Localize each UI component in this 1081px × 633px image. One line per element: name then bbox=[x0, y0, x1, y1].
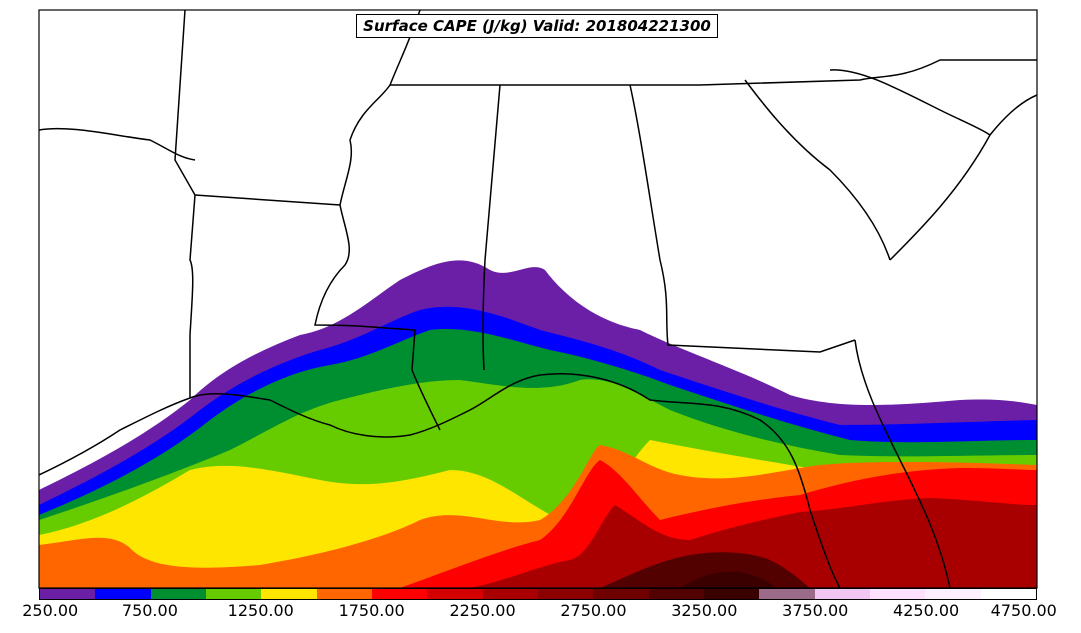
colorbar-segment bbox=[95, 589, 151, 599]
colorbar-segment bbox=[759, 589, 815, 599]
mississippi-river bbox=[314, 204, 441, 431]
colorbar-segment bbox=[703, 589, 760, 599]
nc-sc-border bbox=[829, 69, 991, 136]
colorbar-tick-label: 2750.00 bbox=[560, 601, 627, 620]
ar-la-border bbox=[194, 194, 341, 206]
colorbar-segment bbox=[482, 589, 538, 599]
cape-band-3250 bbox=[680, 571, 775, 588]
colorbar-segment bbox=[537, 589, 594, 599]
colorbar-segment bbox=[371, 589, 428, 599]
colorbar-segment bbox=[261, 589, 317, 599]
colorbar-segment bbox=[205, 589, 262, 599]
colorbar-segment bbox=[150, 589, 206, 599]
colorbar-segment bbox=[869, 589, 926, 599]
colorbar-segment bbox=[427, 589, 483, 599]
cape-fields bbox=[39, 260, 1037, 588]
colorbar-segment bbox=[814, 589, 870, 599]
colorbar-tick-label: 1750.00 bbox=[338, 601, 405, 620]
ms-al-border bbox=[482, 84, 501, 371]
state-boundaries bbox=[39, 10, 1037, 588]
colorbar-segment bbox=[316, 589, 372, 599]
al-ga-border bbox=[629, 84, 856, 353]
colorbar-tick-label: 250.00 bbox=[22, 601, 79, 620]
colorbar-tick-label: 4250.00 bbox=[893, 601, 960, 620]
colorbar-tick-label: 750.00 bbox=[121, 601, 178, 620]
texas-coast bbox=[39, 393, 271, 476]
ok-ar-border bbox=[39, 127, 196, 161]
colorbar bbox=[39, 588, 1037, 600]
colorbar-segment bbox=[648, 589, 704, 599]
sc-coast bbox=[889, 94, 1037, 261]
colorbar-tick-label: 4750.00 bbox=[990, 601, 1057, 620]
colorbar-tick-label: 3250.00 bbox=[671, 601, 738, 620]
colorbar-segment bbox=[593, 589, 649, 599]
ms-river-north bbox=[339, 10, 421, 206]
la-coast bbox=[269, 374, 541, 438]
tx-la-border bbox=[174, 10, 196, 398]
colorbar-tick-label: 1250.00 bbox=[227, 601, 294, 620]
cape-band-2500 bbox=[470, 498, 1037, 588]
colorbar-segment bbox=[980, 589, 1036, 599]
colorbar-tick-label: 3750.00 bbox=[782, 601, 849, 620]
colorbar-segment bbox=[40, 589, 96, 599]
map-title: Surface CAPE (J/kg) Valid: 201804221300 bbox=[356, 14, 718, 38]
tn-border bbox=[390, 59, 1037, 86]
fl-east-coast bbox=[854, 339, 951, 588]
colorbar-tick-label: 2250.00 bbox=[449, 601, 516, 620]
ga-sc-border bbox=[744, 79, 891, 261]
colorbar-segment bbox=[925, 589, 981, 599]
fl-coast bbox=[539, 372, 841, 588]
